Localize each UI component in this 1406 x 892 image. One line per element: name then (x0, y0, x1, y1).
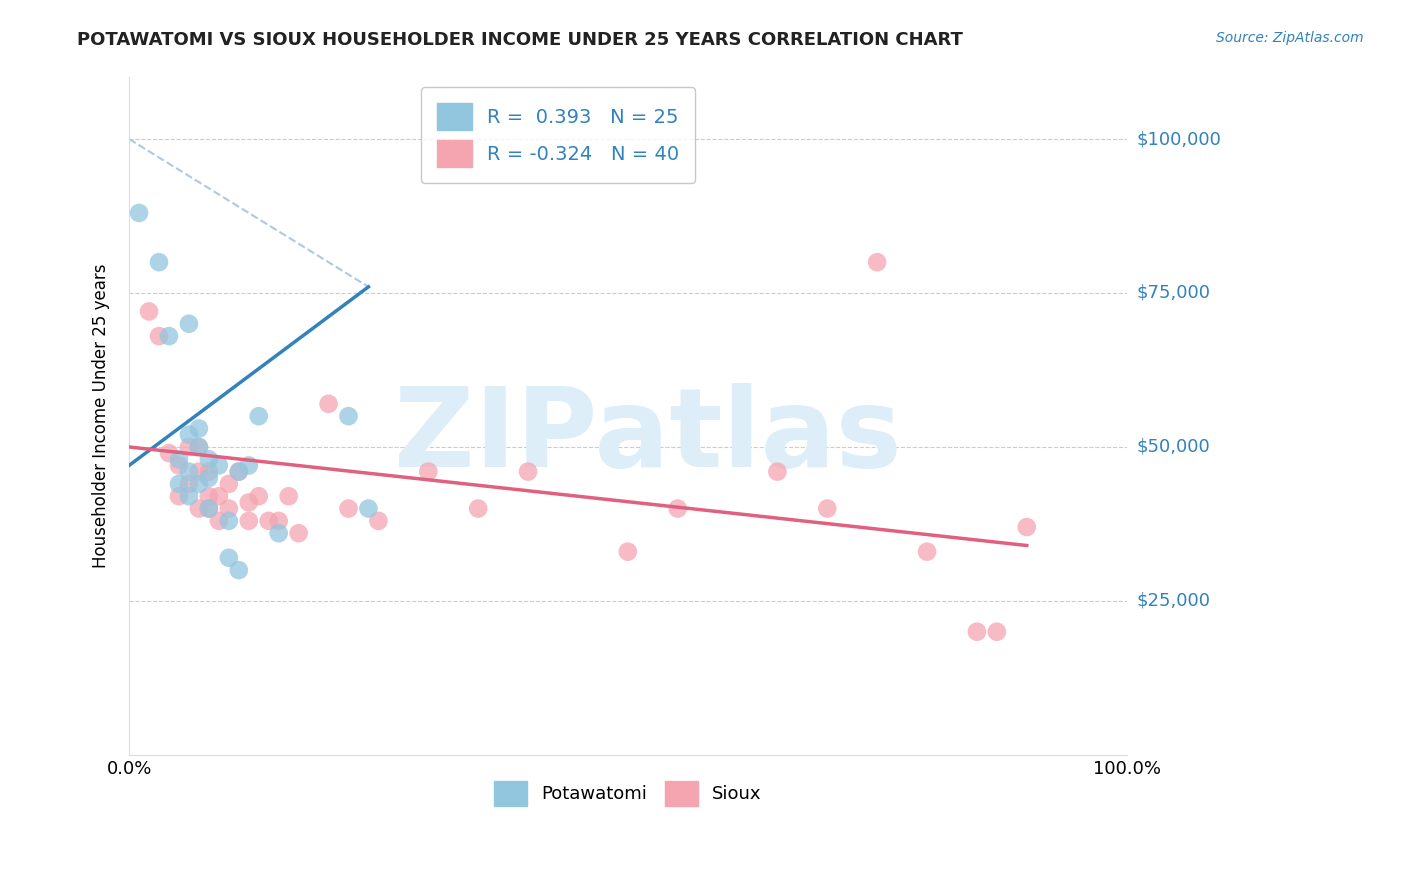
Point (815, 501, 838, 516)
Point (467, 501, 489, 516)
Point (1015, 520, 1038, 534)
Point (915, 544, 938, 558)
Point (866, 255, 889, 269)
Point (167, 477, 190, 491)
Point (357, 501, 380, 516)
Point (187, 440, 209, 454)
Point (318, 397, 340, 411)
Point (218, 501, 240, 516)
Point (208, 458, 231, 473)
Point (198, 501, 221, 516)
Point (228, 465, 250, 479)
Point (666, 501, 689, 516)
Point (177, 477, 200, 491)
Point (187, 501, 209, 516)
Point (208, 514, 231, 528)
Point (517, 465, 540, 479)
Point (177, 427, 200, 442)
Point (228, 465, 250, 479)
Point (218, 477, 240, 491)
Point (198, 471, 221, 485)
Text: $100,000: $100,000 (1136, 130, 1222, 148)
Point (617, 544, 640, 558)
Point (157, 446, 180, 460)
Point (986, 624, 1008, 639)
Y-axis label: Householder Income Under 25 years: Householder Income Under 25 years (93, 264, 110, 568)
Point (228, 563, 250, 577)
Point (177, 317, 200, 331)
Point (267, 526, 290, 541)
Point (337, 501, 360, 516)
Point (187, 465, 209, 479)
Point (138, 304, 160, 318)
Point (337, 409, 360, 424)
Point (198, 452, 221, 467)
Point (157, 329, 180, 343)
Point (177, 440, 200, 454)
Point (167, 489, 190, 503)
Point (287, 526, 309, 541)
Point (238, 458, 260, 473)
Point (198, 489, 221, 503)
Text: $50,000: $50,000 (1136, 438, 1211, 456)
Point (187, 421, 209, 435)
Point (238, 495, 260, 509)
Point (208, 489, 231, 503)
Point (148, 255, 170, 269)
Text: Source: ZipAtlas.com: Source: ZipAtlas.com (1216, 31, 1364, 45)
Point (218, 550, 240, 565)
Point (766, 465, 789, 479)
Point (218, 514, 240, 528)
Text: ZIPatlas: ZIPatlas (394, 383, 901, 490)
Text: POTAWATOMI VS SIOUX HOUSEHOLDER INCOME UNDER 25 YEARS CORRELATION CHART: POTAWATOMI VS SIOUX HOUSEHOLDER INCOME U… (77, 31, 963, 49)
Point (247, 489, 270, 503)
Point (177, 489, 200, 503)
Point (238, 514, 260, 528)
Text: $25,000: $25,000 (1136, 592, 1211, 610)
Point (198, 465, 221, 479)
Legend: Potawatomi, Sioux: Potawatomi, Sioux (486, 773, 769, 814)
Point (277, 489, 299, 503)
Point (167, 452, 190, 467)
Point (187, 477, 209, 491)
Point (418, 465, 440, 479)
Point (966, 624, 988, 639)
Point (267, 514, 290, 528)
Point (257, 514, 280, 528)
Point (128, 206, 150, 220)
Point (367, 514, 389, 528)
Point (247, 409, 270, 424)
Point (187, 440, 209, 454)
Point (198, 501, 221, 516)
Text: $75,000: $75,000 (1136, 284, 1211, 302)
Point (148, 329, 170, 343)
Point (167, 458, 190, 473)
Point (177, 465, 200, 479)
